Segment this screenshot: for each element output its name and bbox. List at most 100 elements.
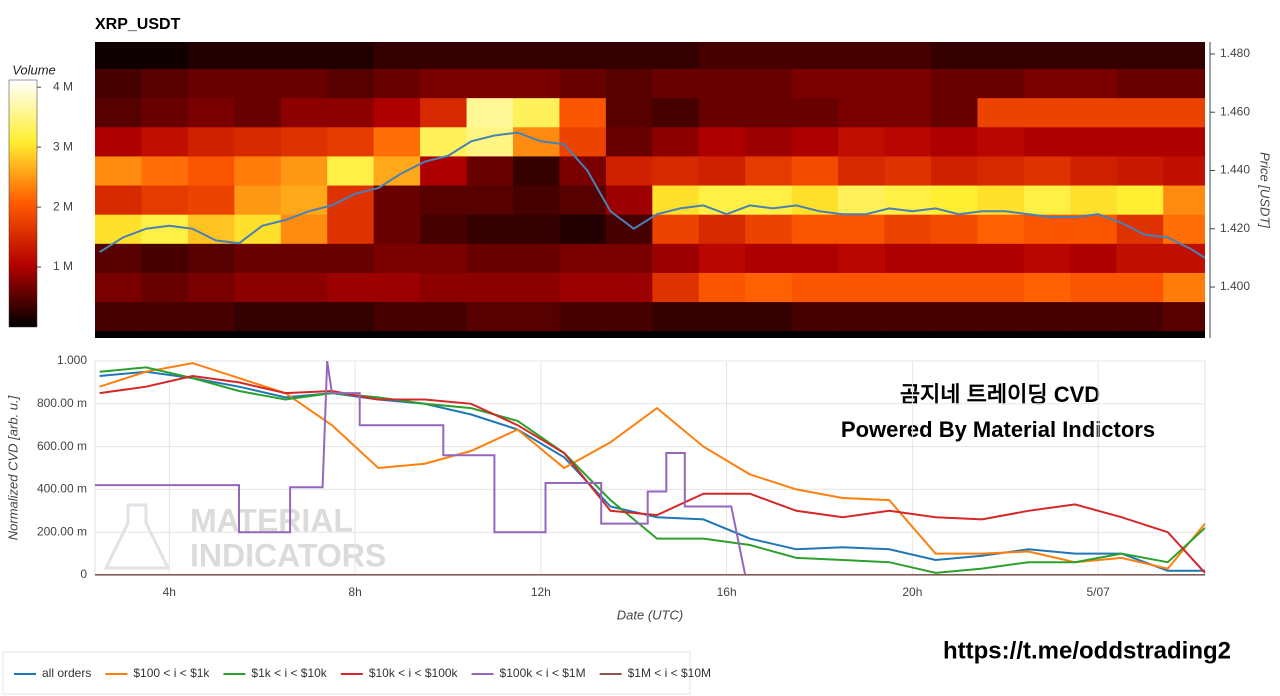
heatmap-cell [141,272,189,303]
heatmap-cell [234,126,282,157]
heatmap-cell [838,68,886,99]
heatmap-cell [1163,97,1205,128]
heatmap-cell [234,68,282,99]
heatmap-cell [652,126,700,157]
heatmap-cell [605,185,653,215]
heatmap-cell [141,185,189,215]
heatmap-cell [930,214,978,244]
heatmap-cell [466,272,514,303]
heatmap-cell [420,126,468,157]
y-tick-label: 400.00 m [37,482,87,496]
heatmap-cell [466,126,514,157]
heatmap-cell [95,126,142,157]
heatmap-cell [698,97,746,128]
heatmap-cell [373,68,421,99]
heatmap-cell [977,42,1025,70]
heatmap-cell [373,97,421,128]
heatmap-cell [1023,214,1071,244]
y-tick-label: 1.460 [1220,104,1250,118]
heatmap-cell [1163,42,1205,70]
heatmap-cell [745,68,793,99]
heatmap-cell [466,155,514,186]
heatmap-cell [512,68,560,99]
heatmap-cell [745,155,793,186]
heatmap-cell [466,301,514,332]
heatmap-cell [559,301,607,332]
heatmap-cell [466,68,514,99]
heatmap-cell [95,185,142,215]
heatmap-cell [141,68,189,99]
heatmap-cell [884,97,932,128]
heatmap-cell [930,243,978,273]
heatmap-cell [95,42,142,70]
legend-label: $10k < i < $100k [369,666,459,680]
y-tick-label: 1.420 [1220,221,1250,235]
heatmap-cell [884,272,932,303]
heatmap-cell [466,97,514,128]
heatmap-cell [280,185,328,215]
x-axis-label: Date (UTC) [617,607,683,622]
heatmap-cell [1070,126,1118,157]
heatmap-cell [605,68,653,99]
heatmap-cell [838,243,886,273]
heatmap-cell [559,243,607,273]
heatmap-cell [280,243,328,273]
heatmap-cell [838,272,886,303]
heatmap-cell [838,155,886,186]
heatmap-cell [187,301,235,332]
heatmap-cell [559,68,607,99]
heatmap-cell [1023,185,1071,215]
heatmap-cell [1116,68,1164,99]
heatmap-cell [1023,243,1071,273]
heatmap-cell [745,42,793,70]
heatmap-cell [420,97,468,128]
heatmap-cell [280,155,328,186]
heatmap-cell [838,42,886,70]
legend-label: $1k < i < $10k [251,666,327,680]
heatmap-cell [280,301,328,332]
legend-label: $100 < i < $1k [133,666,210,680]
heatmap-cell [930,155,978,186]
heatmap-cell [420,68,468,99]
heatmap-cell [1163,126,1205,157]
price-line [99,131,1205,259]
heatmap-cell [1070,185,1118,215]
link-text[interactable]: https://t.me/oddstrading2 [943,637,1231,664]
heatmap-cell [1070,155,1118,186]
heatmap-cell [605,155,653,186]
heatmap-cell [234,185,282,215]
heatmap-cell [605,301,653,332]
heatmap-cell [745,272,793,303]
heatmap-cell [930,185,978,215]
heatmap-cell [605,243,653,273]
y-tick-label: 600.00 m [37,439,87,453]
heatmap-cell [930,301,978,332]
heatmap-cell [884,155,932,186]
heatmap-cell [559,272,607,303]
heatmap-cell [1116,42,1164,70]
annotation: 곰지네 트레이딩 CVD [900,382,1100,407]
heatmap-cell [327,97,375,128]
heatmap-cell [327,185,375,215]
chart-title: XRP_USDT [95,16,181,33]
heatmap [95,42,1205,338]
heatmap-cell [327,68,375,99]
heatmap-cell [1023,126,1071,157]
colorbar-title: Volume [12,62,56,77]
heatmap-cell [559,126,607,157]
annotation: Powered By Material Indictors [841,417,1155,442]
heatmap-cell [791,42,839,70]
heatmap-cell [698,155,746,186]
heatmap-cell [698,243,746,273]
heatmap-cell [141,97,189,128]
heatmap-cell [605,97,653,128]
heatmap-cell [95,97,142,128]
heatmap-cell [373,301,421,332]
heatmap-cell [977,243,1025,273]
heatmap-cell [1116,126,1164,157]
y-tick-label: 1.000 [57,353,87,367]
heatmap-cell [373,155,421,186]
heatmap-cell [95,301,142,332]
heatmap-cell [512,42,560,70]
heatmap-cell [420,185,468,215]
